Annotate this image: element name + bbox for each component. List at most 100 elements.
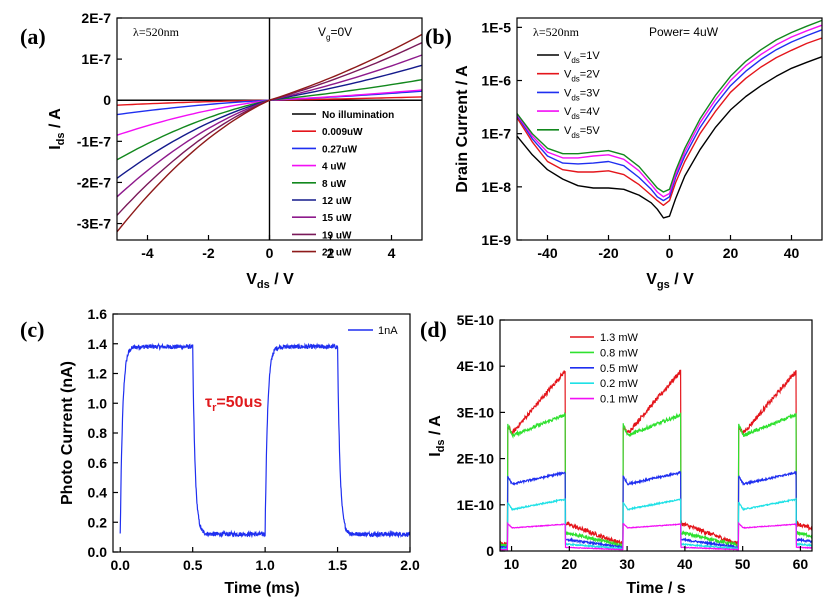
series-d-3 bbox=[499, 497, 813, 551]
series-b-2 bbox=[516, 29, 823, 202]
xtick-label-c-4: 2.0 bbox=[400, 557, 420, 573]
panel-label-c: (c) bbox=[20, 317, 44, 342]
xtick-label-d-2: 30 bbox=[619, 556, 635, 572]
ylabel-b: Drain Current / A bbox=[454, 65, 471, 193]
xtick-label-c-3: 1.5 bbox=[328, 557, 348, 573]
legend-label-a-7: 19 uW bbox=[322, 230, 352, 241]
series-b-1 bbox=[516, 37, 823, 207]
legend-label-b-0: Vds=1V bbox=[564, 50, 600, 65]
ytick-label-c-1: 0.2 bbox=[88, 514, 108, 530]
ytick-label-c-8: 1.6 bbox=[88, 306, 108, 322]
ytick-label-d-1: 1E-10 bbox=[457, 497, 495, 513]
legend-label-b-4: Vds=5V bbox=[564, 125, 600, 140]
plot-frame-d bbox=[499, 319, 813, 552]
panel-a: (a) -4 -2 0 2 4 -3E-7 -2E-7 -1E-7 0 1E-7 2E-7 Vds / … bbox=[20, 10, 423, 291]
legend-label-a-5: 12 uW bbox=[322, 196, 352, 207]
legend-label-b-1: Vds=2V bbox=[564, 69, 600, 84]
annotation-a-wavelength: λ=520nm bbox=[133, 25, 180, 39]
xtick-label-b-3: 20 bbox=[723, 245, 739, 261]
series-d-1 bbox=[499, 411, 813, 550]
panel-label-d: (d) bbox=[420, 317, 447, 342]
xtick-label-a-3: 2 bbox=[327, 245, 335, 261]
series-c-0 bbox=[119, 342, 411, 539]
ytick-label-d-5: 5E-10 bbox=[457, 312, 495, 328]
xtick-label-b-2: 0 bbox=[666, 245, 674, 261]
xtick-label-c-1: 0.5 bbox=[183, 557, 203, 573]
ytick-label-c-7: 1.4 bbox=[88, 336, 108, 352]
annotation-a-vg: Vg=0V bbox=[318, 25, 352, 42]
legend-label-a-3: 4 uW bbox=[322, 162, 346, 173]
plot-frame-c bbox=[112, 313, 411, 553]
ytick-label-c-3: 0.6 bbox=[88, 455, 108, 471]
panel-label-a: (a) bbox=[20, 24, 46, 49]
legend-label-b-2: Vds=3V bbox=[564, 87, 600, 102]
legend-label-a-0: No illumination bbox=[322, 110, 394, 121]
ylabel-d: Ids / A bbox=[427, 415, 447, 457]
ytick-label-c-5: 1.0 bbox=[88, 395, 108, 411]
xtick-label-b-4: 40 bbox=[784, 245, 800, 261]
xtick-label-d-3: 40 bbox=[677, 556, 693, 572]
xtick-label-d-5: 60 bbox=[793, 556, 809, 572]
annotation-c-tau: τr=50us bbox=[205, 394, 262, 414]
series-d-2 bbox=[499, 470, 813, 551]
legend-label-d-1: 0.8 mW bbox=[600, 347, 639, 359]
ylabel-c: Photo Current (nA) bbox=[59, 361, 76, 505]
ytick-label-a-2: -1E-7 bbox=[77, 133, 111, 149]
xtick-label-a-0: -4 bbox=[141, 245, 154, 261]
series-d-0 bbox=[499, 369, 813, 548]
legend-label-c-0: 1nA bbox=[378, 325, 398, 337]
ytick-label-a-0: -3E-7 bbox=[77, 216, 111, 232]
xtick-label-d-0: 10 bbox=[504, 556, 520, 572]
xtick-label-d-4: 50 bbox=[735, 556, 751, 572]
legend-label-a-6: 15 uW bbox=[322, 213, 352, 224]
annotation-b-power: Power= 4uW bbox=[649, 25, 719, 39]
ylabel-a: Ids / A bbox=[47, 108, 67, 150]
panel-d: (d) 10 20 30 40 50 60 0 1E-10 2E-10 3E-10 4E-10 5E-1… bbox=[420, 312, 813, 597]
legend-label-d-2: 0.5 mW bbox=[600, 363, 639, 375]
panel-c: (c) 0.0 0.5 1.0 1.5 2.0 0.0 0.2 0.4 0.6 0.8 1.0 1.2 1… bbox=[20, 306, 420, 597]
xlabel-c: Time (ms) bbox=[224, 580, 299, 597]
series-b-3 bbox=[516, 24, 823, 198]
xlabel-b: Vgs / V bbox=[646, 271, 694, 291]
series-b-4 bbox=[516, 19, 823, 193]
ytick-label-b-2: 1E-7 bbox=[481, 126, 511, 142]
legend-label-b-3: Vds=4V bbox=[564, 106, 600, 121]
ytick-label-a-1: -2E-7 bbox=[77, 174, 111, 190]
ytick-label-b-0: 1E-9 bbox=[481, 232, 511, 248]
plot-frame-b bbox=[516, 17, 823, 241]
xtick-label-a-1: -2 bbox=[202, 245, 215, 261]
ytick-label-c-0: 0.0 bbox=[88, 544, 108, 560]
legend-label-a-8: 21 uW bbox=[322, 248, 352, 259]
xtick-label-b-1: -20 bbox=[598, 245, 618, 261]
xtick-label-c-0: 0.0 bbox=[111, 557, 131, 573]
xtick-label-a-2: 0 bbox=[266, 245, 274, 261]
ytick-label-b-4: 1E-5 bbox=[481, 19, 511, 35]
xlabel-d: Time / s bbox=[626, 580, 685, 597]
xlabel-a: Vds / V bbox=[246, 271, 294, 291]
annotation-b-wavelength: λ=520nm bbox=[533, 25, 580, 39]
xtick-label-d-1: 20 bbox=[562, 556, 578, 572]
ytick-label-a-3: 0 bbox=[103, 92, 111, 108]
xtick-label-a-4: 4 bbox=[388, 245, 396, 261]
legend-label-d-4: 0.1 mW bbox=[600, 394, 639, 406]
xtick-label-b-0: -40 bbox=[537, 245, 557, 261]
series-a-8 bbox=[116, 33, 423, 233]
ytick-label-d-2: 2E-10 bbox=[457, 451, 495, 467]
legend-label-d-3: 0.2 mW bbox=[600, 378, 639, 390]
ytick-label-c-6: 1.2 bbox=[88, 366, 108, 382]
ytick-label-c-2: 0.4 bbox=[88, 485, 108, 501]
ytick-label-c-4: 0.8 bbox=[88, 425, 108, 441]
legend-label-a-2: 0.27uW bbox=[322, 144, 358, 155]
series-d-4 bbox=[499, 521, 813, 551]
ytick-label-a-5: 2E-7 bbox=[81, 10, 111, 26]
panel-label-b: (b) bbox=[425, 24, 452, 49]
legend-label-a-1: 0.009uW bbox=[322, 127, 363, 138]
legend-label-a-4: 8 uW bbox=[322, 179, 346, 190]
ytick-label-d-3: 3E-10 bbox=[457, 404, 495, 420]
panel-b: (b) -40 -20 0 20 40 1E-9 1E-8 1E-7 1E-6 1E-5 Vgs / … bbox=[425, 17, 823, 291]
ytick-label-d-0: 0 bbox=[486, 543, 494, 559]
ytick-label-b-1: 1E-8 bbox=[481, 179, 511, 195]
series-b-0 bbox=[516, 56, 823, 219]
ytick-label-a-4: 1E-7 bbox=[81, 51, 111, 67]
